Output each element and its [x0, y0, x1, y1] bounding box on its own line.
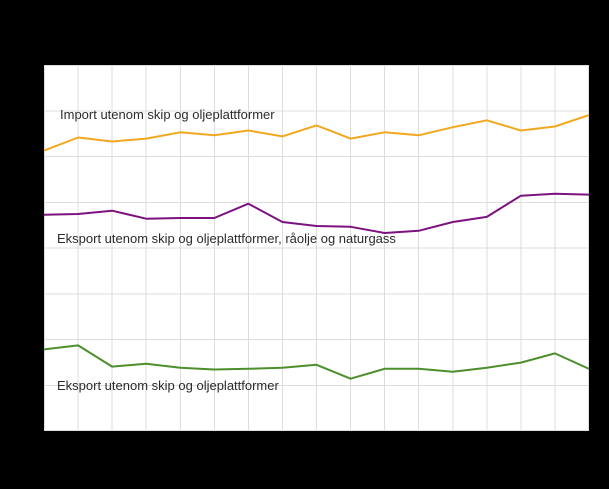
series-line-eksport: [44, 344, 589, 380]
plot-area: Import utenom skip og oljeplattformer Ek…: [44, 65, 589, 431]
line-chart: [44, 65, 589, 431]
series-line-import: [44, 114, 589, 152]
series-label-import: Import utenom skip og oljeplattformer: [60, 107, 275, 122]
series-line-eksport-raolje: [44, 192, 589, 234]
series-label-eksport: Eksport utenom skip og oljeplattformer: [57, 378, 279, 393]
series-label-eksport-raolje-naturgass: Eksport utenom skip og oljeplattformer, …: [57, 231, 396, 246]
